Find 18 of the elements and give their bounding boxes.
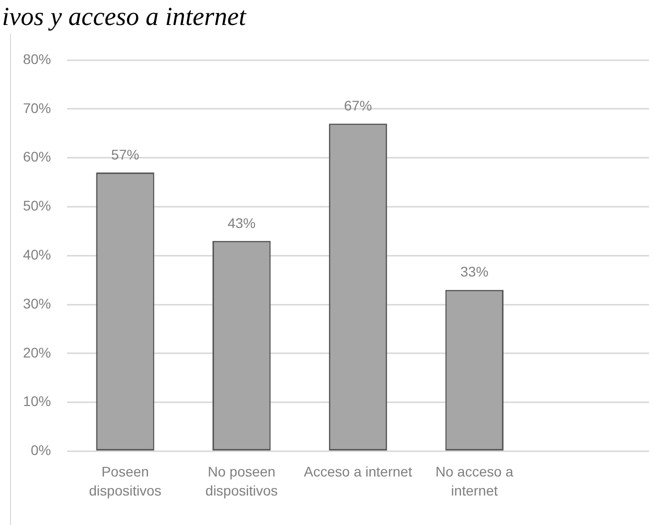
y-tick-label: 70%	[22, 100, 51, 116]
y-tick-label: 50%	[22, 198, 51, 214]
y-tick-label: 40%	[22, 246, 51, 262]
data-label: 43%	[228, 214, 256, 231]
y-tick-label: 20%	[22, 344, 51, 360]
y-tick-label: 80%	[22, 50, 51, 67]
x-tick-label: No acceso a internet	[435, 464, 514, 498]
x-tick-label: Acceso a internet	[304, 464, 412, 480]
y-tick-label: 60%	[22, 148, 51, 165]
data-label: 57%	[111, 146, 140, 162]
x-tick-label: No poseen dispositivos	[205, 464, 278, 498]
data-label: 33%	[460, 264, 488, 280]
y-tick-label: 30%	[22, 295, 51, 312]
data-label: 67%	[344, 97, 372, 114]
chart-title: ivos y acceso a internet	[2, 1, 246, 33]
y-tick-label: 0%	[30, 442, 51, 458]
y-tick-label: 10%	[22, 393, 51, 410]
x-tick-label: Poseen dispositivos	[89, 464, 162, 498]
